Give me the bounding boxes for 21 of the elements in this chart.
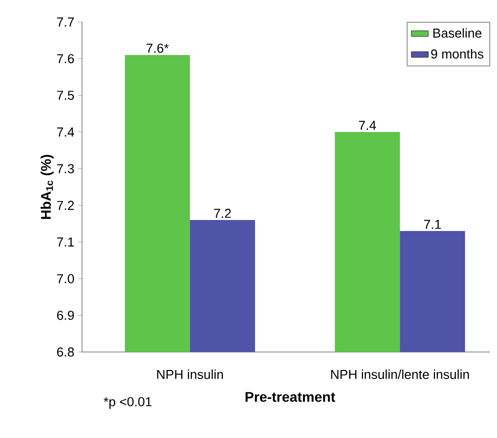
- y-tick-label: 7.4: [57, 128, 74, 136]
- y-tick-label: 7.7: [57, 18, 74, 26]
- y-tick-label: 7.1: [57, 238, 74, 246]
- text: *p <0.01: [104, 397, 152, 409]
- x-tick-label: NPH insulin: [157, 370, 223, 380]
- y-axis-title: HbA$_{1c}$ (%): [40, 154, 54, 219]
- data-label: 7.1: [424, 220, 441, 229]
- y-tick-label: 7.0: [57, 274, 74, 284]
- y-tick-label: 7.2: [57, 200, 74, 210]
- legend-label: 9 months: [431, 49, 484, 59]
- y-tick-label: 7.5: [57, 90, 74, 100]
- y-tick-label: 6.9: [57, 310, 74, 320]
- y-tick-label: 7.6: [57, 54, 74, 64]
- data-label: 7.6*: [146, 44, 169, 53]
- legend-label: Baseline: [433, 28, 482, 38]
- data-label: 7.2: [214, 208, 231, 218]
- data-label: 7.4: [359, 120, 376, 130]
- y-tick-label: 6.8: [57, 347, 74, 357]
- x-axis-title: Pre-treatment: [246, 392, 336, 402]
- x-tick-label: NPH insulin/lente insulin: [331, 370, 469, 380]
- y-tick-label: 7.3: [57, 164, 74, 174]
